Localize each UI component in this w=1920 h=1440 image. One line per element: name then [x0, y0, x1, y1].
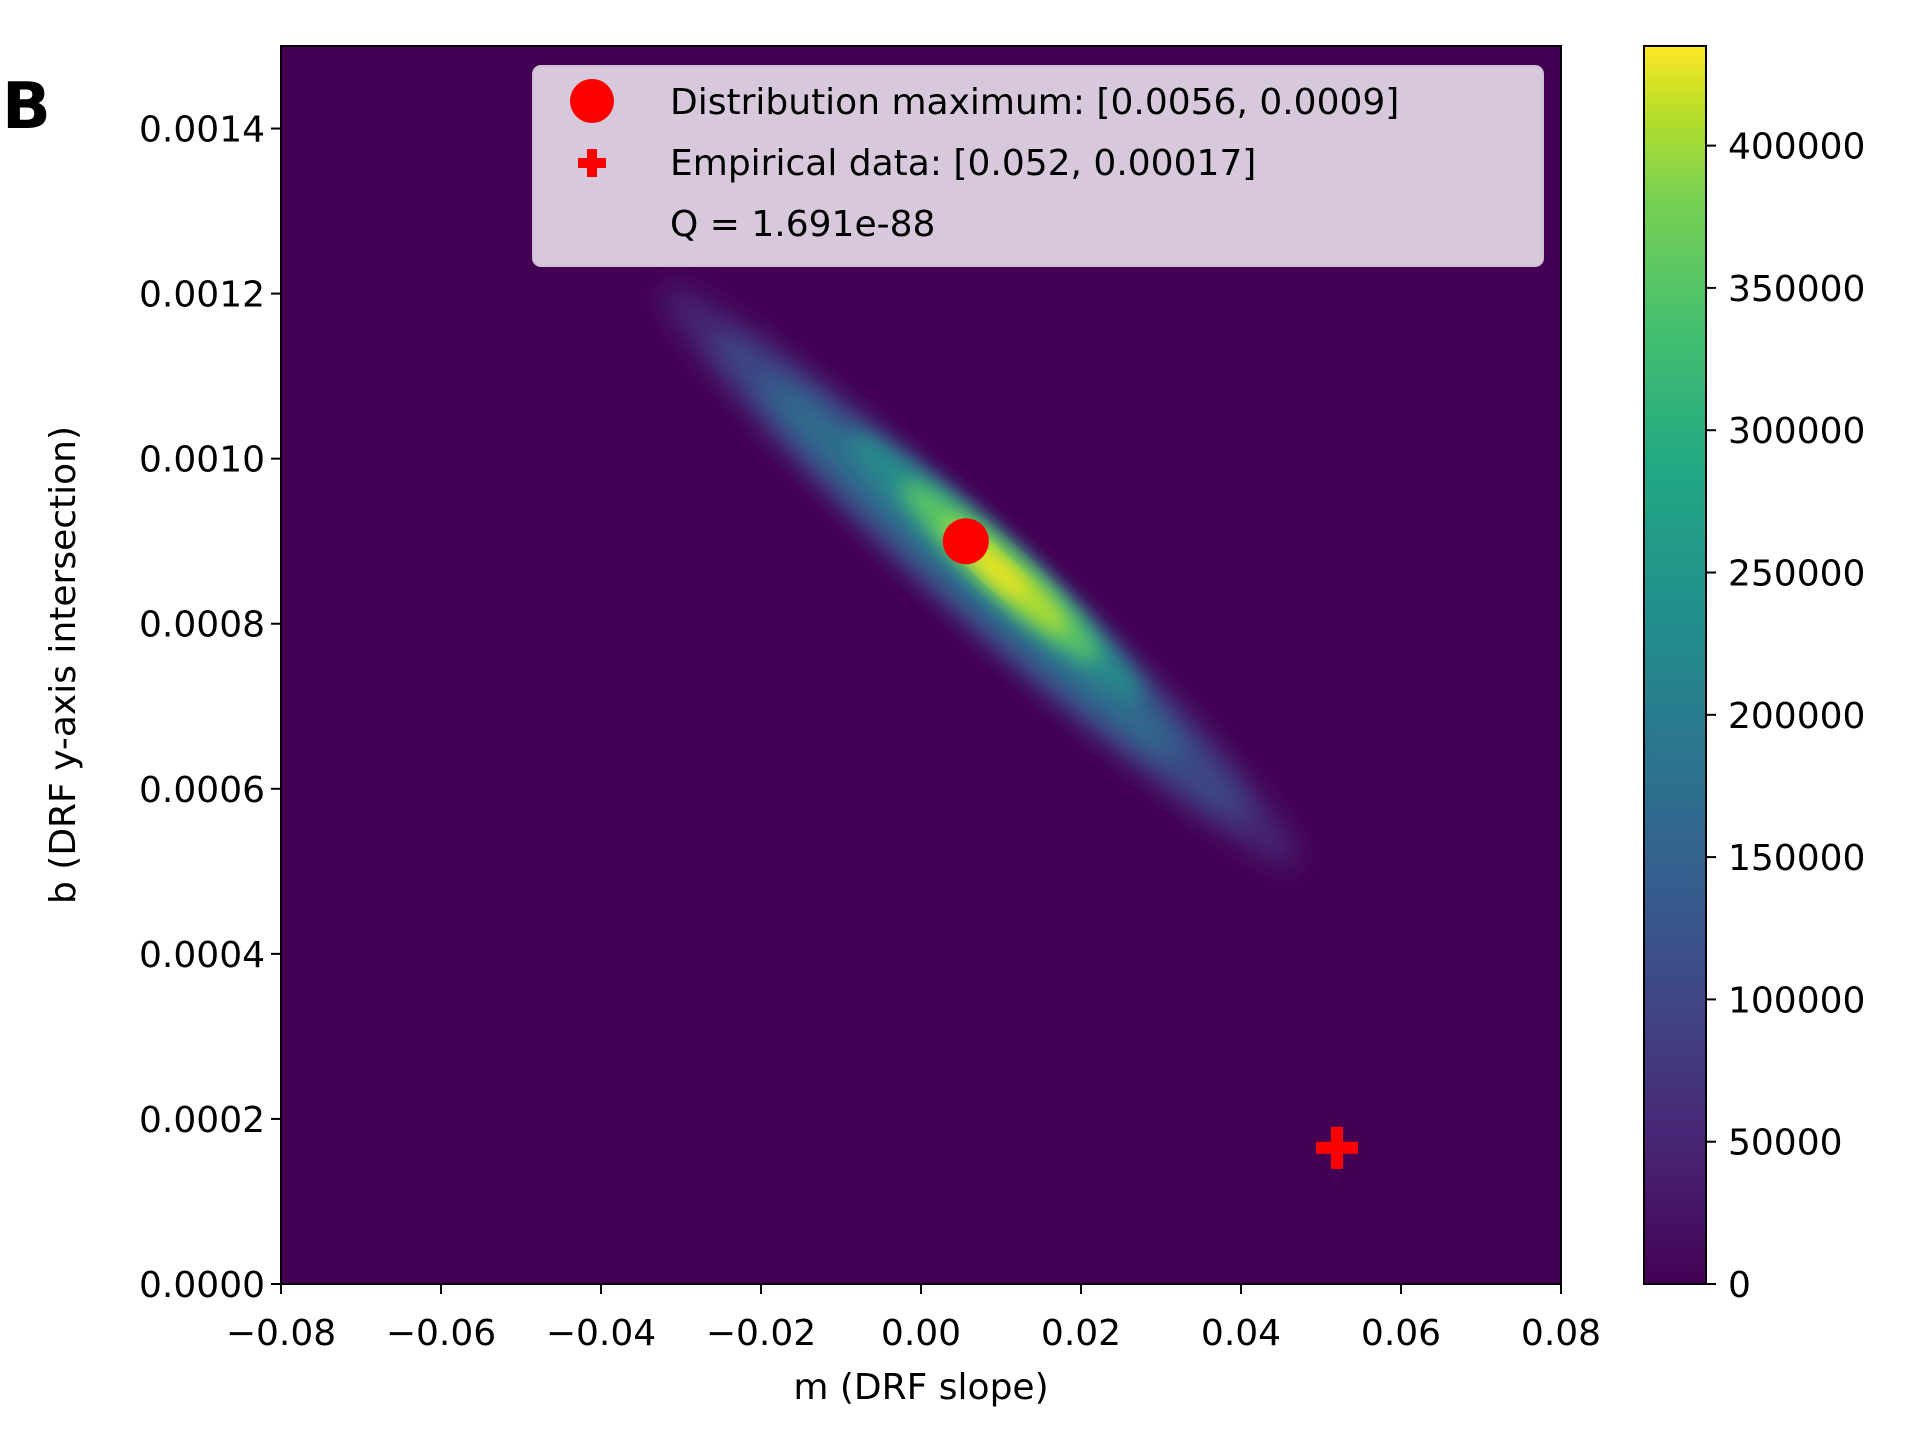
- colorbar-tick-label: 100000: [1728, 980, 1865, 1021]
- colorbar-tick-label: 300000: [1728, 411, 1865, 452]
- colorbar-bar: [1643, 45, 1707, 1285]
- legend-entry-empirical: Empirical data: [0.052, 0.00017]: [670, 143, 1256, 184]
- x-tick-label: 0.06: [1361, 1313, 1441, 1354]
- colorbar-ticks: 0 50000 100000 150000 200000 250000 300000 3500…: [1706, 127, 1865, 1306]
- x-tick-label: 0.02: [1041, 1313, 1121, 1354]
- y-tick-label: 0.0000: [139, 1265, 265, 1306]
- colorbar-tick-label: 400000: [1728, 127, 1865, 168]
- x-tick-label: 0.08: [1521, 1313, 1601, 1354]
- y-axis: 0.0000 0.0002 0.0004 0.0006 0.0008 0.0010 0.00…: [139, 110, 281, 1306]
- colorbar-tick-label: 350000: [1728, 269, 1865, 310]
- legend: Distribution maximum: [0.0056, 0.0009] E…: [532, 65, 1544, 267]
- colorbar: 0 50000 100000 150000 200000 250000 300000 3500…: [1643, 45, 1865, 1306]
- legend-box: [532, 65, 1544, 267]
- legend-circle-marker: [570, 79, 614, 123]
- legend-entry-maximum: Distribution maximum: [0.0056, 0.0009]: [670, 82, 1399, 123]
- colorbar-tick-label: 250000: [1728, 554, 1865, 595]
- empirical-data-marker: [1316, 1126, 1358, 1169]
- colorbar-tick-label: 200000: [1728, 696, 1865, 737]
- x-tick-label: −0.08: [226, 1313, 336, 1354]
- panel-label: B: [2, 70, 51, 144]
- x-tick-label: −0.04: [546, 1313, 656, 1354]
- distribution-maximum-marker: [942, 518, 989, 565]
- x-axis: −0.08 −0.06 −0.04 −0.02 0.00 0.02 0.04 0.06 0.08: [226, 1284, 1601, 1354]
- y-axis-label: b (DRF y-axis intersection): [43, 426, 84, 904]
- y-tick-label: 0.0004: [139, 935, 265, 976]
- legend-entry-q-value: Q = 1.691e-88: [670, 204, 935, 245]
- colorbar-tick-label: 150000: [1728, 838, 1865, 879]
- distribution-ridge: [663, 287, 1299, 867]
- y-tick-label: 0.0008: [139, 605, 265, 646]
- x-tick-label: 0.00: [881, 1313, 961, 1354]
- x-tick-label: −0.06: [386, 1313, 496, 1354]
- y-tick-label: 0.0014: [139, 110, 265, 151]
- legend-plus-marker: [578, 149, 606, 177]
- y-tick-label: 0.0002: [139, 1100, 265, 1141]
- data-markers: [942, 518, 1358, 1169]
- x-tick-label: −0.02: [706, 1313, 816, 1354]
- x-axis-label: m (DRF slope): [793, 1367, 1048, 1408]
- y-tick-label: 0.0006: [139, 770, 265, 811]
- colorbar-tick-label: 50000: [1728, 1123, 1843, 1164]
- y-tick-label: 0.0010: [139, 440, 265, 481]
- y-tick-label: 0.0012: [139, 275, 265, 316]
- colorbar-tick-label: 0: [1728, 1265, 1751, 1306]
- x-tick-label: 0.04: [1201, 1313, 1281, 1354]
